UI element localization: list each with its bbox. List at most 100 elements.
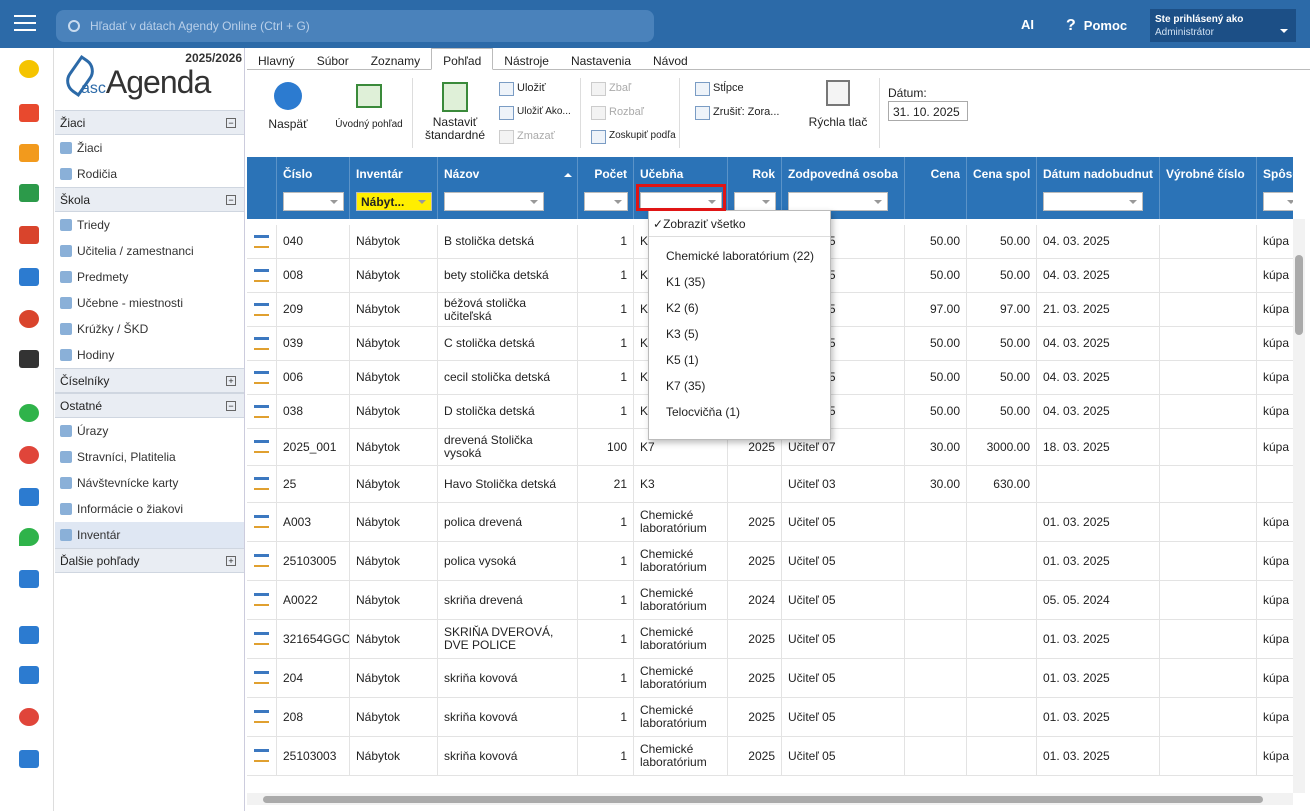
toggle[interactable]: + bbox=[226, 556, 236, 566]
quick-print-button[interactable]: Rýchla tlač bbox=[803, 80, 873, 129]
grade-icon[interactable] bbox=[19, 446, 39, 464]
favorites-icon[interactable] bbox=[19, 60, 39, 78]
column-filter[interactable] bbox=[1263, 192, 1293, 211]
shield-icon[interactable] bbox=[19, 528, 39, 546]
pen-icon[interactable] bbox=[19, 750, 39, 768]
tab[interactable]: Súbor bbox=[306, 49, 360, 71]
filter-option[interactable]: K1 (35) bbox=[649, 269, 830, 295]
filter-option[interactable]: K3 (5) bbox=[649, 321, 830, 347]
column-filter[interactable] bbox=[734, 192, 776, 211]
cancel-button[interactable]: Zrušiť: Zora... bbox=[693, 104, 779, 122]
nav-item[interactable]: Informácie o žiakovi bbox=[55, 496, 244, 522]
tab[interactable]: Návod bbox=[642, 49, 699, 71]
nav-item[interactable]: Úrazy bbox=[55, 418, 244, 444]
nav-group[interactable]: Škola− bbox=[55, 187, 244, 212]
column-filter[interactable] bbox=[444, 192, 544, 211]
column-header[interactable]: Dátum nadobudnutia bbox=[1037, 157, 1160, 219]
toggle[interactable]: − bbox=[226, 401, 236, 411]
back-button[interactable]: Naspäť bbox=[263, 82, 313, 131]
nav-item[interactable]: Inventár bbox=[55, 522, 244, 548]
filter-option[interactable]: Telocvičňa (1) bbox=[649, 399, 830, 425]
home-view-button[interactable]: Úvodný pohľad bbox=[333, 84, 405, 131]
filter-option[interactable]: Chemické laboratórium (22) bbox=[649, 243, 830, 269]
toggle[interactable]: − bbox=[226, 195, 236, 205]
tab[interactable]: Zoznamy bbox=[360, 49, 431, 71]
column-header[interactable]: Počet bbox=[578, 157, 634, 219]
column-filter[interactable] bbox=[1043, 192, 1143, 211]
table-row[interactable]: A0022Nábytokskriňa drevená1Chemické labo… bbox=[247, 581, 1293, 620]
chat-icon[interactable] bbox=[19, 708, 39, 726]
check-icon[interactable] bbox=[19, 404, 39, 422]
set-default-button[interactable]: Nastaviť štandardné bbox=[419, 82, 491, 142]
table-row[interactable]: 321654GGCNábytokSKRIŇA DVEROVÁ, DVE POLI… bbox=[247, 620, 1293, 659]
book-icon[interactable] bbox=[19, 268, 39, 286]
column-header[interactable]: Cena bbox=[905, 157, 967, 219]
horizontal-scrollbar[interactable] bbox=[247, 793, 1293, 805]
columns-button[interactable]: Stĺpce bbox=[693, 80, 744, 98]
vertical-scrollbar[interactable] bbox=[1293, 219, 1305, 793]
column-filter[interactable] bbox=[584, 192, 628, 211]
table-row[interactable]: 208Nábytokskriňa kovová1Chemické laborat… bbox=[247, 698, 1293, 737]
filter-option[interactable]: K2 (6) bbox=[649, 295, 830, 321]
person-icon[interactable] bbox=[19, 310, 39, 328]
stats-icon[interactable] bbox=[19, 570, 39, 588]
nav-item[interactable]: Návštevnícke karty bbox=[55, 470, 244, 496]
filter-option[interactable]: K7 (35) bbox=[649, 373, 830, 399]
timetable-icon[interactable] bbox=[19, 226, 39, 244]
tab-active[interactable]: Pohľad bbox=[431, 48, 493, 70]
nav-item[interactable]: Učitelia / zamestnanci bbox=[55, 238, 244, 264]
column-header[interactable]: Cena spolu bbox=[967, 157, 1037, 219]
filter-option[interactable]: K5 (1) bbox=[649, 347, 830, 373]
delete-button[interactable]: Zmazať bbox=[497, 128, 555, 146]
table-row[interactable]: 204Nábytokskriňa kovová1Chemické laborat… bbox=[247, 659, 1293, 698]
nav-group[interactable]: Ostatné− bbox=[55, 393, 244, 418]
filter-option-all[interactable]: Zobraziť všetko bbox=[649, 211, 830, 237]
column-filter[interactable]: Nábyt... bbox=[356, 192, 432, 211]
table-row[interactable]: 25NábytokHavo Stolička detská21K3Učiteľ … bbox=[247, 466, 1293, 503]
nav-group[interactable]: Číselníky+ bbox=[55, 368, 244, 393]
mail-icon[interactable] bbox=[19, 144, 39, 162]
toggle[interactable]: − bbox=[226, 118, 236, 128]
group-by-button[interactable]: Zoskupiť podľa bbox=[589, 128, 676, 146]
table-row[interactable]: A003Nábytokpolica drevená1Chemické labor… bbox=[247, 503, 1293, 542]
column-header[interactable]: InventárNábyt... bbox=[350, 157, 438, 219]
column-header[interactable]: Spôsob bbox=[1257, 157, 1293, 219]
menu-button[interactable] bbox=[14, 15, 36, 33]
column-header[interactable]: Výrobné číslo bbox=[1160, 157, 1257, 219]
nav-item[interactable]: Učebne - miestnosti bbox=[55, 290, 244, 316]
nav-item[interactable]: Hodiny bbox=[55, 342, 244, 368]
nav-item[interactable]: Stravníci, Platitelia bbox=[55, 444, 244, 470]
column-header[interactable]: Názov bbox=[438, 157, 578, 219]
toggle[interactable]: + bbox=[226, 376, 236, 386]
home-icon[interactable] bbox=[19, 184, 39, 202]
nav-item[interactable]: Triedy bbox=[55, 212, 244, 238]
briefcase-icon[interactable] bbox=[19, 488, 39, 506]
column-header[interactable]: Číslo bbox=[277, 157, 350, 219]
help-button[interactable]: ?Pomoc bbox=[1066, 17, 1127, 35]
nav-item[interactable]: Krúžky / ŠKD bbox=[55, 316, 244, 342]
collapse-button[interactable]: Zbaľ bbox=[589, 80, 631, 98]
save-as-button[interactable]: Uložiť Ako... bbox=[497, 104, 571, 122]
ai-button[interactable]: AI bbox=[1021, 17, 1034, 32]
column-filter[interactable] bbox=[283, 192, 344, 211]
column-filter[interactable] bbox=[788, 192, 888, 211]
reader-icon[interactable] bbox=[19, 626, 39, 644]
search-box[interactable]: Hľadať v dátach Agendy Online (Ctrl + G) bbox=[56, 10, 654, 42]
user-menu[interactable]: Ste prihlásený akoAdministrátor bbox=[1150, 9, 1296, 42]
tab[interactable]: Nastavenia bbox=[560, 49, 642, 71]
nav-item[interactable]: Rodičia bbox=[55, 161, 244, 187]
tab[interactable]: Hlavný bbox=[247, 49, 306, 71]
expand-button[interactable]: Rozbaľ bbox=[589, 104, 644, 122]
tab[interactable]: Nástroje bbox=[493, 49, 560, 71]
wand-icon[interactable] bbox=[19, 104, 39, 122]
date-input[interactable]: 31. 10. 2025 bbox=[888, 101, 968, 121]
nav-group[interactable]: Ďalšie pohľady+ bbox=[55, 548, 244, 573]
save-button[interactable]: Uložiť bbox=[497, 80, 546, 98]
table-row[interactable]: 25103005Nábytokpolica vysoká1Chemické la… bbox=[247, 542, 1293, 581]
table-row[interactable]: 25103003Nábytokskriňa kovová1Chemické la… bbox=[247, 737, 1293, 776]
nav-item[interactable]: Žiaci bbox=[55, 135, 244, 161]
document-icon[interactable] bbox=[19, 666, 39, 684]
nav-item[interactable]: Predmety bbox=[55, 264, 244, 290]
calendar-icon[interactable] bbox=[19, 350, 39, 368]
nav-group[interactable]: Žiaci− bbox=[55, 110, 244, 135]
